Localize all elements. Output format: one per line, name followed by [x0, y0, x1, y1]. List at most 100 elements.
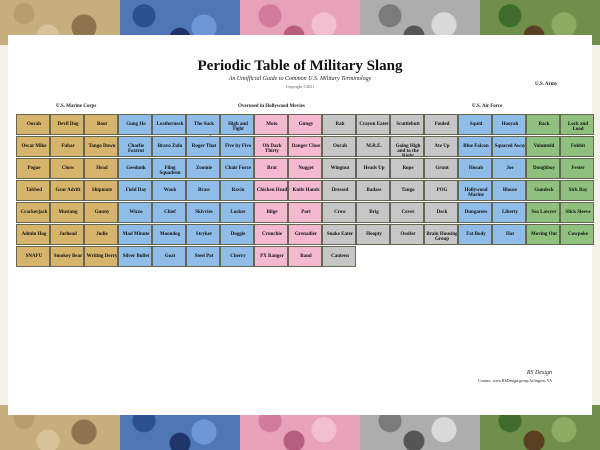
element-tile: Moondog	[152, 224, 186, 245]
element-term: Zoomie	[195, 166, 213, 171]
element-term: Stryker	[195, 232, 213, 237]
element-term: Doggie	[230, 232, 246, 237]
element-tile: Wizzo	[118, 202, 152, 223]
element-tile: Smokey Bear	[50, 246, 84, 267]
element-term: Badass	[366, 188, 382, 193]
element-tile: Jarhead	[50, 224, 84, 245]
element-tile: Tango	[390, 180, 424, 201]
element-tile: Going High and to the Right	[390, 136, 424, 157]
element-tile: Deck	[424, 202, 458, 223]
element-term: Oorah	[333, 144, 347, 149]
element-term: M.R.E.	[366, 144, 382, 149]
element-term: Goat	[164, 254, 176, 259]
element-term: Brass	[198, 188, 210, 193]
element-tile: Oh Dark Thirty	[254, 136, 288, 157]
element-tile: Writing Derry	[84, 246, 118, 267]
element-tile: Oorah	[16, 114, 50, 135]
element-term: Sea Lawyer	[531, 210, 557, 215]
element-tile: Brain Housing Group	[424, 224, 458, 245]
element-tile: Oscar Mike	[16, 136, 50, 157]
element-term: Gung Ho	[126, 122, 146, 127]
element-term: Smokey Bear	[53, 254, 83, 259]
element-term: Oscar Mike	[21, 144, 47, 149]
element-term: Rope	[402, 166, 414, 171]
element-tile: Goat	[152, 246, 186, 267]
element-tile: Cherry	[220, 246, 254, 267]
element-term: Wizzo	[129, 210, 143, 215]
element-tile: POG	[424, 180, 458, 201]
element-term: Admin Hog	[21, 232, 47, 237]
element-term: Fubar	[61, 144, 75, 149]
element-tile: Bravo Zulu	[152, 136, 186, 157]
element-term: Mad Minute	[122, 232, 150, 237]
element-tile: Gung Ho	[118, 114, 152, 135]
element-term: Bravo Zulu	[157, 144, 183, 149]
element-tile: Cover	[390, 202, 424, 223]
element-tile: Hooah	[458, 158, 492, 179]
element-tile: Danger Close	[288, 136, 322, 157]
element-tile: Squared Away	[492, 136, 526, 157]
element-term: Moto	[266, 122, 278, 127]
element-term: Crayon Eater	[359, 122, 389, 127]
element-term: Charlie Foxtrot	[127, 144, 145, 154]
element-tile: Liberty	[492, 202, 526, 223]
element-tile: PX Ranger	[254, 246, 288, 267]
element-tile: Cowpoke	[560, 224, 594, 245]
group-label-air-force: U.S. Air Force	[472, 104, 503, 109]
element-term: Oorah	[27, 122, 41, 127]
element-tile: Doughboy	[526, 158, 560, 179]
element-term: Devil Dog	[57, 122, 79, 127]
element-tile: Hooyah	[492, 114, 526, 135]
element-term: Blue Falcon	[463, 144, 489, 149]
element-tile: Moving Out	[526, 224, 560, 245]
element-term: Crackerjack	[20, 210, 48, 215]
element-tile: Pogue	[16, 158, 50, 179]
element-tile: Geedunk	[118, 158, 152, 179]
element-tile: High and Tight	[220, 114, 254, 135]
element-tile: Gunny	[84, 202, 118, 223]
element-tile: Brat	[254, 158, 288, 179]
element-tile: Head	[84, 158, 118, 179]
element-term: Dressed	[331, 188, 349, 193]
element-term: Gundeck	[534, 188, 554, 193]
element-tile: Joe	[492, 158, 526, 179]
element-term: Rack	[538, 122, 550, 127]
element-tile: Fester	[560, 158, 594, 179]
element-term: Skivvies	[195, 210, 213, 215]
element-term: Slick Sleeve	[565, 210, 591, 215]
element-term: Pogue	[27, 166, 41, 171]
element-tile: Skivvies	[186, 202, 220, 223]
element-term: Ravin	[231, 188, 245, 193]
element-term: Nugget	[298, 166, 314, 171]
element-tile: Dressed	[322, 180, 356, 201]
element-term: Head	[96, 166, 108, 171]
element-term: Chair Force	[225, 166, 251, 171]
element-tile: Chief	[152, 202, 186, 223]
element-term: Hat	[505, 232, 515, 237]
element-tile: Brig	[356, 202, 390, 223]
element-term: Doughboy	[533, 166, 555, 171]
element-term: POG	[436, 188, 448, 193]
element-term: Chicken Head	[256, 188, 288, 193]
element-tile: Gundeck	[526, 180, 560, 201]
element-tile: The Suck	[186, 114, 220, 135]
element-tile: Grenadier	[288, 224, 322, 245]
element-term: Tabbed	[26, 188, 42, 193]
element-term: Cherry	[230, 254, 246, 259]
element-term: Field Day	[125, 188, 147, 193]
element-term: Wook	[163, 188, 177, 193]
element-term: Moving Out	[531, 232, 557, 237]
element-term: Steel Pot	[194, 254, 214, 259]
element-term: High and Tight	[228, 122, 248, 132]
element-tile: Shipmate	[84, 180, 118, 201]
element-tile: Hat	[492, 224, 526, 245]
brand-signature: RS Design	[526, 370, 552, 376]
element-tile: Grunt	[424, 158, 458, 179]
element-term: Fester	[571, 166, 585, 171]
element-term: Hoopty	[366, 232, 382, 237]
element-term: Gear Adrift	[55, 188, 81, 193]
element-tile: Sick Bay	[560, 180, 594, 201]
element-tile: Heads Up	[356, 158, 390, 179]
element-tile: Sea Lawyer	[526, 202, 560, 223]
